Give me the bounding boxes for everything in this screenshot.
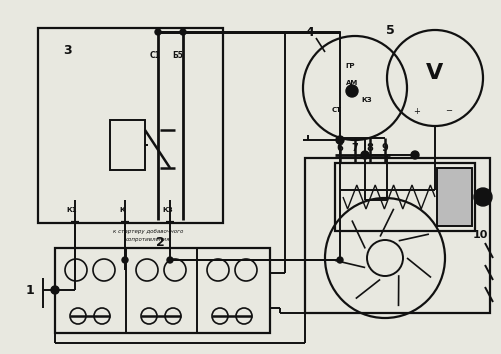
Circle shape — [336, 257, 342, 263]
Text: 7: 7 — [351, 143, 358, 153]
Text: сопротивления: сопротивления — [126, 238, 170, 242]
Bar — [436, 168, 471, 226]
Text: 8: 8 — [366, 143, 373, 153]
Circle shape — [155, 29, 161, 35]
Text: +: + — [413, 107, 420, 115]
Text: КЗ: КЗ — [162, 207, 173, 213]
Text: 9: 9 — [381, 143, 388, 153]
Text: К1: К1 — [67, 207, 77, 213]
Circle shape — [336, 137, 342, 143]
Text: ГР: ГР — [345, 63, 354, 69]
Circle shape — [122, 257, 128, 263]
Bar — [110, 120, 145, 170]
Text: К: К — [119, 207, 125, 213]
Text: 10: 10 — [471, 230, 486, 240]
Circle shape — [167, 257, 173, 263]
Circle shape — [51, 286, 59, 294]
Bar — [305, 158, 489, 313]
Text: V: V — [425, 63, 443, 83]
Circle shape — [345, 85, 357, 97]
Circle shape — [335, 136, 343, 144]
Text: СТ: СТ — [331, 107, 341, 113]
Text: к стартеру добавочного: к стартеру добавочного — [113, 229, 183, 234]
Bar — [334, 163, 474, 231]
Text: Б5: Б5 — [172, 51, 183, 59]
Text: 1: 1 — [26, 284, 34, 297]
Text: 4: 4 — [305, 25, 314, 39]
Circle shape — [473, 188, 491, 206]
Text: 5: 5 — [385, 23, 394, 36]
Text: С1: С1 — [149, 51, 160, 59]
Text: 3: 3 — [64, 44, 72, 57]
Text: КЗ: КЗ — [361, 97, 372, 103]
Text: 2: 2 — [155, 236, 164, 250]
Bar — [55, 248, 270, 333]
Text: 6: 6 — [336, 143, 343, 153]
Text: АМ: АМ — [345, 80, 357, 86]
Text: −: − — [444, 107, 451, 115]
Circle shape — [180, 29, 186, 35]
Circle shape — [410, 151, 418, 159]
Circle shape — [360, 151, 368, 159]
Bar — [38, 28, 222, 223]
